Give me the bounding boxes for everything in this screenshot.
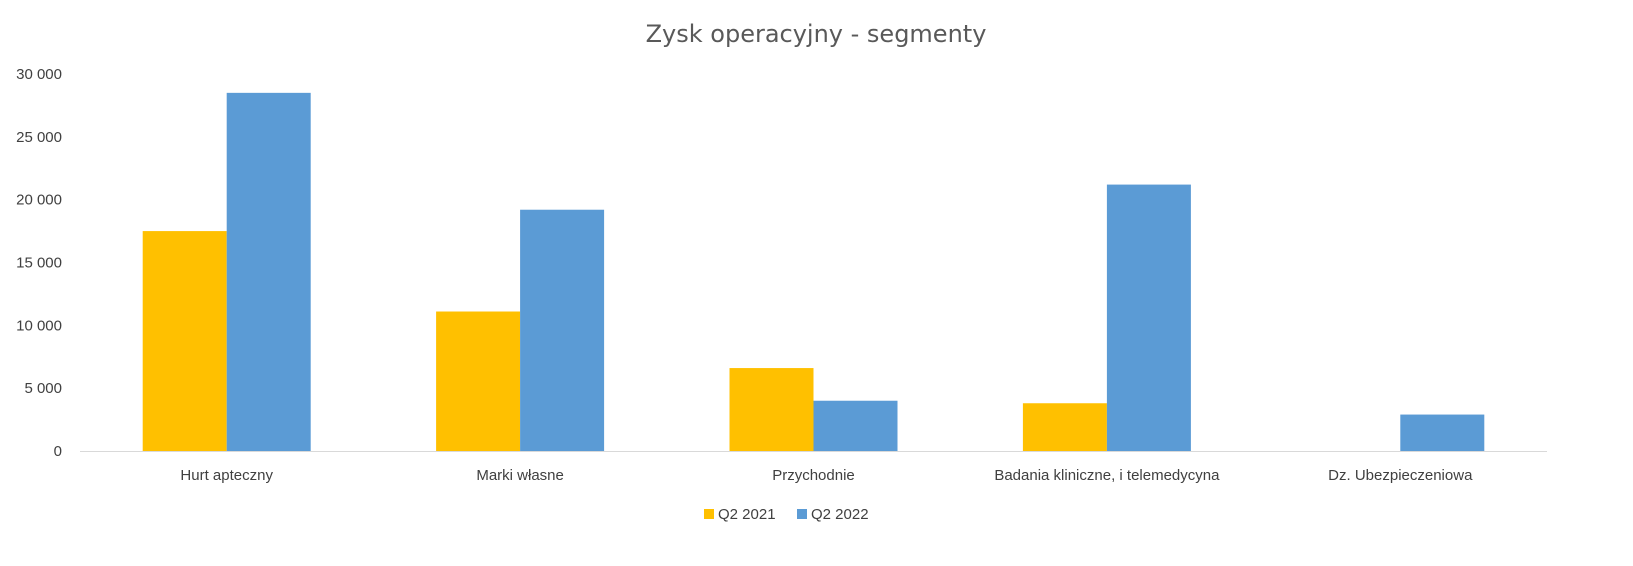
y-tick-label: 5 000 [24,380,62,397]
y-tick-label: 20 000 [16,192,62,209]
y-axis: 0 5 000 10 000 15 000 20 000 25 000 30 000 [16,66,62,460]
legend-swatch [797,509,807,519]
legend-label: Q2 2022 [811,506,869,523]
bars [142,92,1485,451]
legend: Q2 2021 Q2 2022 [704,506,869,523]
x-tick-label: Badania kliniczne, i telemedycyna [994,467,1220,484]
x-axis: Hurt apteczny Marki własne Przychodnie Bada… [180,467,1473,484]
bar-2-3 [813,400,898,451]
y-tick-label: 15 000 [16,255,62,272]
y-tick-label: 0 [54,443,62,460]
bar-1-4 [1022,403,1107,451]
bar-2-5 [1400,414,1485,451]
bar-1-1 [142,231,227,451]
y-tick-label: 25 000 [16,129,62,146]
bar-2-2 [520,209,605,451]
x-tick-label: Marki własne [476,467,564,484]
legend-label: Q2 2021 [718,506,776,523]
bar-1-2 [436,311,521,451]
bar-1-3 [729,368,814,451]
x-tick-label: Przychodnie [772,467,855,484]
bar-2-4 [1106,184,1191,451]
legend-swatch [704,509,714,519]
y-tick-label: 30 000 [16,66,62,83]
bar-2-1 [226,92,311,451]
x-tick-label: Hurt apteczny [180,467,273,484]
x-tick-label: Dz. Ubezpieczeniowa [1328,467,1473,484]
y-tick-label: 10 000 [16,317,62,334]
chart-title: Zysk operacyjny - segmenty [646,20,987,48]
